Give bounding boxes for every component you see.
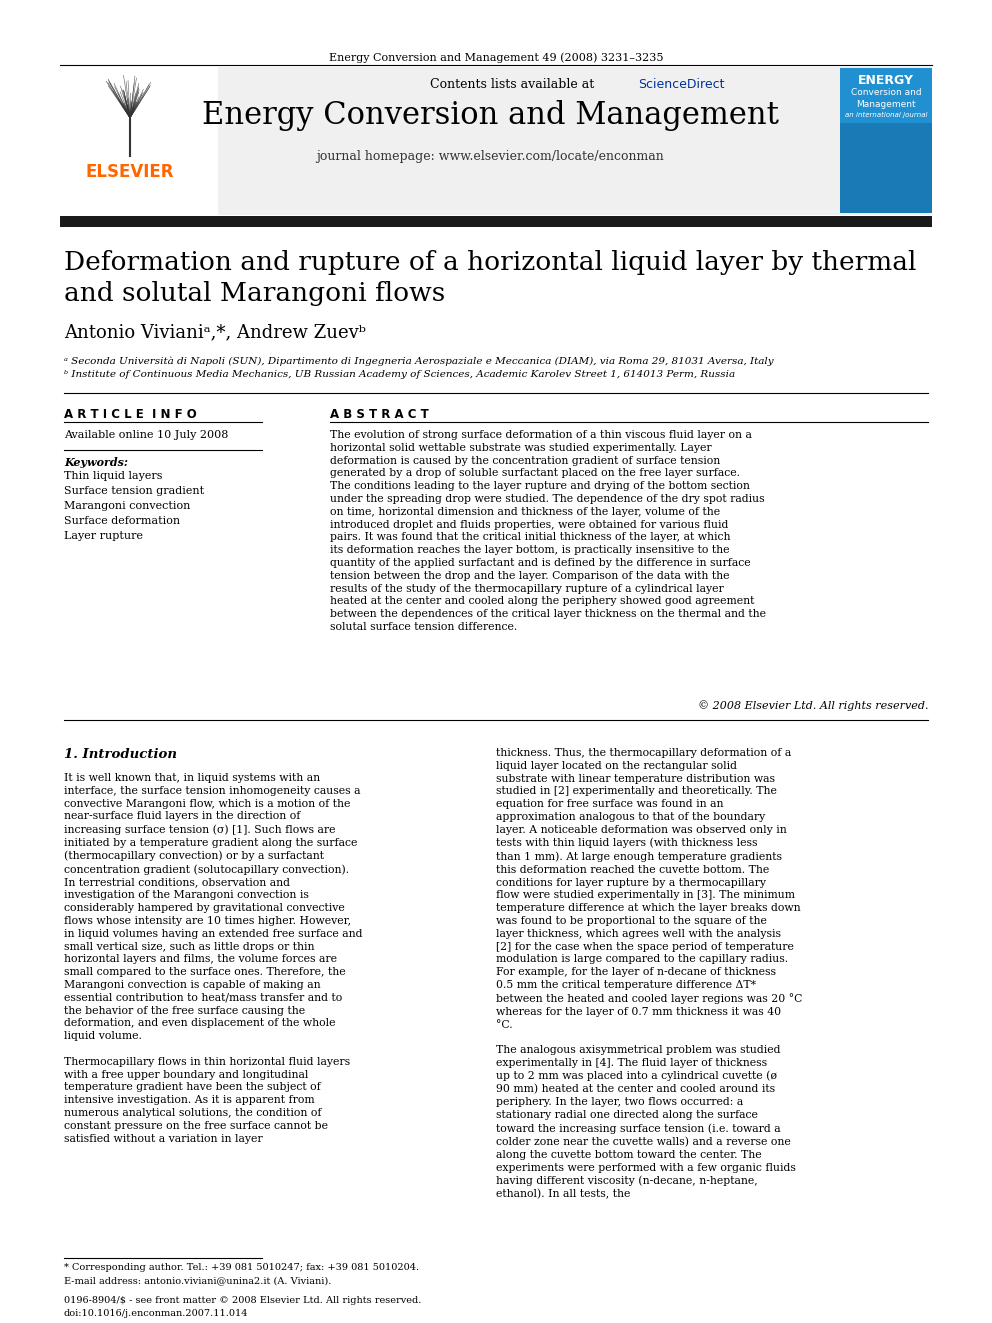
Text: 1. Introduction: 1. Introduction [64, 747, 177, 761]
Text: © 2008 Elsevier Ltd. All rights reserved.: © 2008 Elsevier Ltd. All rights reserved… [697, 700, 928, 710]
Text: Energy Conversion and Management 49 (2008) 3231–3235: Energy Conversion and Management 49 (200… [328, 52, 664, 62]
Text: Marangoni convection: Marangoni convection [64, 501, 190, 511]
Text: E-mail address: antonio.viviani@unina2.it (A. Viviani).: E-mail address: antonio.viviani@unina2.i… [64, 1275, 331, 1285]
Text: It is well known that, in liquid systems with an
interface, the surface tension : It is well known that, in liquid systems… [64, 773, 362, 1143]
Text: Surface deformation: Surface deformation [64, 516, 181, 527]
Text: thickness. Thus, the thermocapillary deformation of a
liquid layer located on th: thickness. Thus, the thermocapillary def… [496, 747, 803, 1200]
Text: 0196-8904/$ - see front matter © 2008 Elsevier Ltd. All rights reserved.: 0196-8904/$ - see front matter © 2008 El… [64, 1297, 422, 1304]
Text: Thin liquid layers: Thin liquid layers [64, 471, 163, 482]
Text: * Corresponding author. Tel.: +39 081 5010247; fax: +39 081 5010204.: * Corresponding author. Tel.: +39 081 50… [64, 1263, 420, 1271]
Text: an international journal: an international journal [845, 112, 928, 118]
Text: ᵃ Seconda Università di Napoli (SUN), Dipartimento di Ingegneria Aerospaziale e : ᵃ Seconda Università di Napoli (SUN), Di… [64, 356, 774, 365]
Text: Available online 10 July 2008: Available online 10 July 2008 [64, 430, 228, 441]
Text: ScienceDirect: ScienceDirect [638, 78, 724, 91]
Text: Energy Conversion and Management: Energy Conversion and Management [201, 101, 779, 131]
Text: The evolution of strong surface deformation of a thin viscous fluid layer on a
h: The evolution of strong surface deformat… [330, 430, 766, 632]
Text: journal homepage: www.elsevier.com/locate/enconman: journal homepage: www.elsevier.com/locat… [316, 149, 664, 163]
FancyBboxPatch shape [60, 67, 932, 216]
Text: Keywords:: Keywords: [64, 456, 128, 468]
Text: A B S T R A C T: A B S T R A C T [330, 407, 429, 421]
Text: Conversion and
Management: Conversion and Management [851, 89, 922, 108]
Text: ENERGY: ENERGY [858, 74, 914, 87]
FancyBboxPatch shape [840, 67, 932, 123]
Text: Contents lists available at: Contents lists available at [430, 78, 598, 91]
Text: Layer rupture: Layer rupture [64, 531, 143, 541]
Text: Deformation and rupture of a horizontal liquid layer by thermal
and solutal Mara: Deformation and rupture of a horizontal … [64, 250, 917, 306]
Text: ᵇ Institute of Continuous Media Mechanics, UB Russian Academy of Sciences, Acade: ᵇ Institute of Continuous Media Mechanic… [64, 370, 735, 378]
Text: A R T I C L E  I N F O: A R T I C L E I N F O [64, 407, 196, 421]
Text: Surface tension gradient: Surface tension gradient [64, 486, 204, 496]
FancyBboxPatch shape [60, 67, 218, 216]
Text: ELSEVIER: ELSEVIER [85, 163, 175, 181]
Text: Antonio Vivianiᵃ,*, Andrew Zuevᵇ: Antonio Vivianiᵃ,*, Andrew Zuevᵇ [64, 323, 366, 341]
Text: doi:10.1016/j.enconman.2007.11.014: doi:10.1016/j.enconman.2007.11.014 [64, 1308, 249, 1318]
FancyBboxPatch shape [60, 216, 932, 228]
FancyBboxPatch shape [840, 67, 932, 213]
